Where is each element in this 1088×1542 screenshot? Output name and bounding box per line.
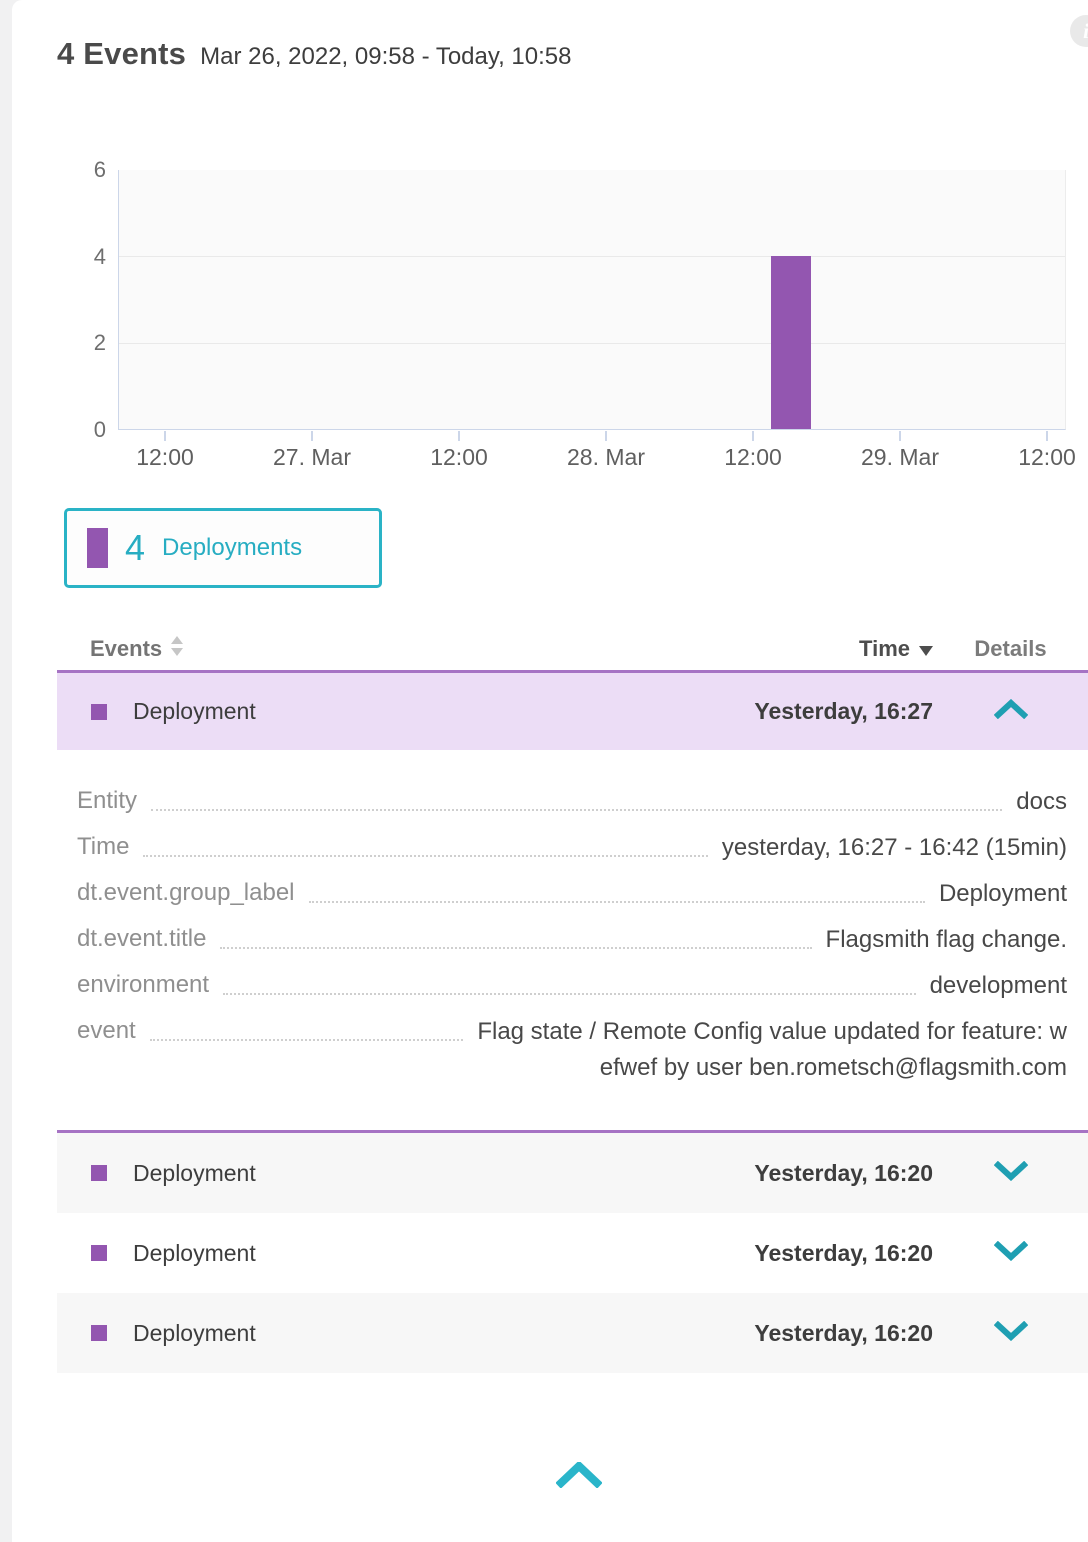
expand-row-button[interactable] xyxy=(933,1240,1088,1266)
expand-row-button[interactable] xyxy=(933,1320,1088,1346)
event-time: Yesterday, 16:27 xyxy=(754,698,933,724)
legend-label: Deployments xyxy=(162,534,303,561)
chart-plot-area xyxy=(118,170,1066,430)
detail-value: yesterday, 16:27 - 16:42 (15min) xyxy=(721,834,1067,861)
detail-label: event xyxy=(77,1017,136,1044)
dotted-leader xyxy=(220,922,812,949)
dotted-leader xyxy=(223,968,916,995)
event-row-expanded[interactable]: Deployment Yesterday, 16:27 xyxy=(57,670,1088,750)
expand-row-button[interactable] xyxy=(933,1160,1088,1186)
events-header-label: Events xyxy=(90,636,163,661)
deployment-bullet-icon xyxy=(91,1325,107,1341)
deployment-bullet-icon xyxy=(91,1165,107,1181)
chevron-down-icon xyxy=(993,1320,1028,1346)
detail-value: docs xyxy=(1016,788,1067,815)
event-row[interactable]: Deployment Yesterday, 16:20 xyxy=(57,1133,1088,1213)
sort-icon xyxy=(171,636,184,662)
dotted-leader xyxy=(143,830,708,857)
gridline-2 xyxy=(119,343,1065,344)
x-tick xyxy=(311,431,313,441)
gridline-4 xyxy=(119,256,1065,257)
x-tick-label: 29. Mar xyxy=(861,444,939,470)
event-type-label: Deployment xyxy=(133,698,256,724)
event-time: Yesterday, 16:20 xyxy=(754,1239,933,1266)
detail-label: environment xyxy=(77,971,210,998)
events-chart: 6 4 2 0 12:00 27. Mar 12:00 28. Mar 12:0… xyxy=(12,0,1088,480)
x-tick xyxy=(1046,431,1048,441)
detail-label: Time xyxy=(77,833,130,860)
event-row[interactable]: Deployment Yesterday, 16:20 xyxy=(57,1293,1088,1373)
collapse-row-button[interactable] xyxy=(933,698,1088,724)
legend-deployments-toggle[interactable]: 4 Deployments xyxy=(64,508,382,588)
chevron-down-icon xyxy=(993,1160,1028,1186)
dotted-leader xyxy=(308,876,925,903)
dotted-leader xyxy=(151,784,1003,811)
events-card: 4 Events Mar 26, 2022, 09:58 - Today, 10… xyxy=(12,0,1088,1542)
detail-value: development xyxy=(929,972,1067,999)
event-details-panel: Entity docs Time yesterday, 16:27 - 16:4… xyxy=(57,750,1088,1133)
detail-field: Entity docs xyxy=(77,784,1067,830)
detail-label: dt.event.group_label xyxy=(77,879,295,906)
x-tick xyxy=(752,431,754,441)
detail-field: Time yesterday, 16:27 - 16:42 (15min) xyxy=(77,830,1067,876)
collapse-panel-button[interactable] xyxy=(550,1456,608,1496)
detail-label: dt.event.title xyxy=(77,925,207,952)
y-tick-label: 0 xyxy=(93,417,106,442)
legend-count: 4 xyxy=(125,527,146,568)
x-tick xyxy=(899,431,901,441)
detail-value: Flagsmith flag change. xyxy=(825,926,1067,953)
column-header-time[interactable]: Time xyxy=(859,636,933,662)
event-type-label: Deployment xyxy=(133,1159,256,1186)
event-type-label: Deployment xyxy=(133,1239,256,1266)
timeframe-label: Mar 26, 2022, 09:58 - Today, 10:58 xyxy=(200,43,572,70)
x-tick-label: 12:00 xyxy=(1018,444,1076,470)
page-title: 4 Events xyxy=(57,36,187,71)
x-tick-label: 12:00 xyxy=(724,444,782,470)
detail-value: Flag state / Remote Config value updated… xyxy=(477,1018,1067,1081)
detail-field: dt.event.group_label Deployment xyxy=(77,876,1067,922)
x-tick-label: 12:00 xyxy=(136,444,194,470)
x-tick xyxy=(458,431,460,441)
events-table: Events Time Details xyxy=(57,628,1088,1373)
chevron-down-icon xyxy=(993,1240,1028,1266)
deployment-bullet-icon xyxy=(91,703,107,720)
detail-field: dt.event.title Flagsmith flag change. xyxy=(77,922,1067,968)
deployments-swatch xyxy=(87,528,108,568)
column-header-details: Details xyxy=(974,636,1047,661)
column-header-events[interactable]: Events xyxy=(90,636,184,662)
x-tick-label: 27. Mar xyxy=(273,444,351,470)
deployment-bullet-icon xyxy=(91,1245,107,1261)
dotted-leader xyxy=(149,1014,463,1041)
event-time: Yesterday, 16:20 xyxy=(754,1159,933,1186)
detail-label: Entity xyxy=(77,787,138,814)
deployment-bar[interactable] xyxy=(770,256,811,429)
info-icon[interactable]: i xyxy=(1070,15,1088,47)
detail-value: Deployment xyxy=(938,880,1067,907)
x-tick xyxy=(605,431,607,441)
time-header-label: Time xyxy=(859,636,910,661)
event-time: Yesterday, 16:20 xyxy=(754,1319,933,1346)
event-type-label: Deployment xyxy=(133,1319,256,1346)
table-header: Events Time Details xyxy=(57,628,1088,670)
detail-field: event Flag state / Remote Config value u… xyxy=(77,1014,1067,1086)
event-row[interactable]: Deployment Yesterday, 16:20 xyxy=(57,1213,1088,1293)
chevron-up-icon xyxy=(993,698,1028,724)
y-tick-label: 4 xyxy=(93,244,106,269)
caret-down-icon xyxy=(919,636,933,662)
x-tick-label: 12:00 xyxy=(430,444,488,470)
y-tick-label: 6 xyxy=(93,157,106,182)
header: 4 Events Mar 26, 2022, 09:58 - Today, 10… xyxy=(57,36,572,72)
chevron-up-icon xyxy=(555,1459,603,1491)
detail-field: environment development xyxy=(77,968,1067,1014)
y-tick-label: 2 xyxy=(93,330,106,355)
x-tick xyxy=(164,431,166,441)
x-tick-label: 28. Mar xyxy=(567,444,645,470)
